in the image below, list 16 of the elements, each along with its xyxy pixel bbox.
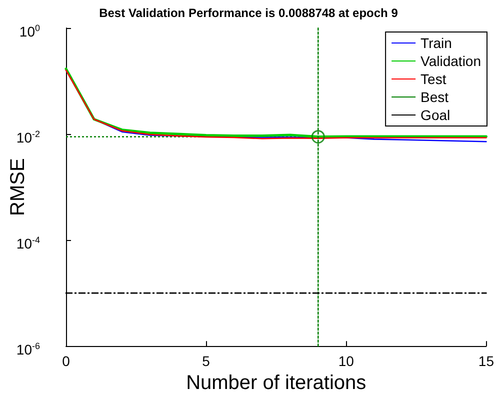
y-axis-title: RMSE bbox=[7, 158, 29, 216]
x-tick-label: 0 bbox=[62, 353, 70, 370]
x-tick-label: 5 bbox=[202, 353, 210, 370]
legend-label: Train bbox=[420, 35, 452, 51]
legend-label: Goal bbox=[420, 107, 450, 123]
x-tick-label: 10 bbox=[338, 353, 354, 370]
legend-label: Best bbox=[420, 89, 449, 105]
legend-label: Validation bbox=[420, 53, 482, 69]
y-tick-label: 10$^{0}$ bbox=[19, 22, 40, 41]
y-tick-label: 10$^{-2}$ bbox=[16, 128, 40, 147]
chart-title: Best Validation Performance is 0.0088748 at epoch 9 bbox=[99, 6, 398, 20]
y-tick-label: 10$^{-4}$ bbox=[16, 234, 40, 253]
x-axis-title: Number of iterations bbox=[186, 372, 366, 394]
legend-label: Test bbox=[420, 71, 446, 87]
x-tick-label: 15 bbox=[478, 353, 494, 370]
y-tick-label: 10$^{-6}$ bbox=[16, 340, 40, 359]
